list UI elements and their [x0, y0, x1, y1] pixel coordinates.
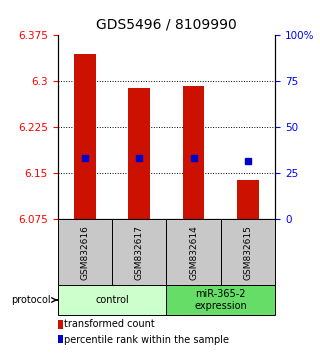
Text: control: control [95, 295, 129, 305]
Text: transformed count: transformed count [64, 319, 155, 329]
Text: GSM832617: GSM832617 [135, 225, 144, 280]
Bar [183, 86, 204, 219]
Text: GSM832614: GSM832614 [189, 225, 198, 280]
Title: GDS5496 / 8109990: GDS5496 / 8109990 [96, 17, 237, 32]
Text: miR-365-2
expression: miR-365-2 expression [195, 289, 247, 311]
Text: protocol: protocol [12, 295, 51, 305]
Text: GSM832615: GSM832615 [244, 225, 252, 280]
Bar [128, 87, 150, 219]
Text: GSM832616: GSM832616 [80, 225, 89, 280]
Bar [74, 54, 96, 219]
Bar [237, 179, 259, 219]
Text: percentile rank within the sample: percentile rank within the sample [64, 335, 229, 345]
